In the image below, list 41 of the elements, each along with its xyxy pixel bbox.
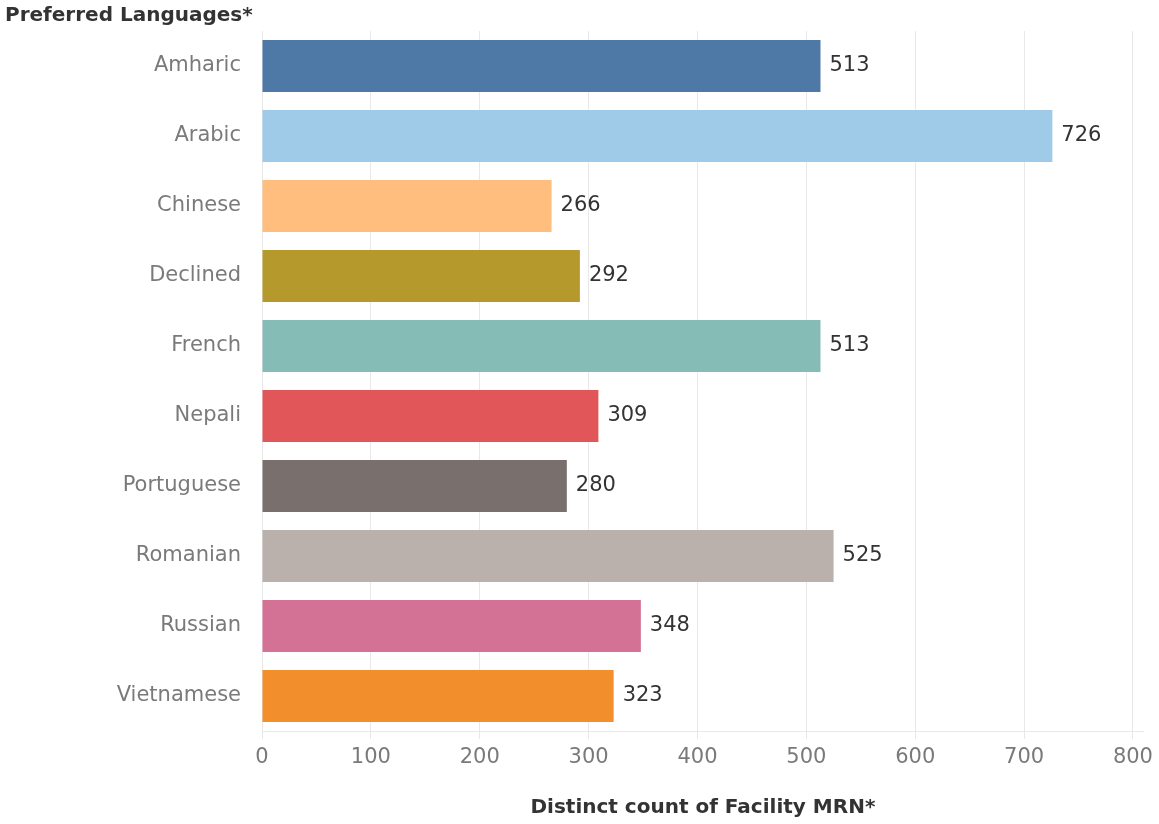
y-tick-label: Romanian (135, 542, 241, 567)
bar (262, 460, 567, 513)
y-tick-label: Russian (160, 612, 241, 637)
y-tick-label: Vietnamese (116, 682, 241, 707)
y-tick-label: Declined (149, 262, 241, 287)
data-label: 266 (560, 192, 601, 217)
x-tick-label: 100 (350, 744, 391, 769)
y-tick-label: Nepali (174, 402, 241, 427)
data-label: 280 (575, 472, 616, 497)
x-tick-label: 0 (255, 744, 269, 769)
data-label: 525 (842, 542, 883, 567)
y-tick-label: French (171, 332, 241, 357)
data-label: 513 (829, 52, 870, 77)
bar (262, 670, 614, 723)
data-label: 726 (1061, 122, 1102, 147)
bar (262, 600, 641, 653)
x-tick-label: 700 (1004, 744, 1045, 769)
x-tick-label: 800 (1112, 744, 1153, 769)
bar (262, 110, 1053, 163)
x-tick-label: 400 (677, 744, 718, 769)
data-label: 323 (622, 682, 663, 707)
data-label: 309 (607, 402, 648, 427)
bar (262, 180, 552, 233)
x-tick-label: 300 (568, 744, 609, 769)
data-label: 348 (649, 612, 690, 637)
x-axis-title: Distinct count of Facility MRN* (530, 794, 876, 819)
bar (262, 39, 821, 93)
y-axis-title: Preferred Languages* (5, 2, 254, 27)
x-tick-label: 600 (895, 744, 936, 769)
x-tick-label: 200 (459, 744, 500, 769)
bar (262, 390, 599, 443)
bar (262, 320, 821, 373)
y-tick-label: Arabic (174, 122, 241, 147)
data-label: 292 (588, 262, 629, 287)
y-tick-label: Portuguese (122, 472, 241, 497)
bar (262, 530, 834, 583)
y-tick-label: Amharic (153, 52, 241, 77)
data-label: 513 (829, 332, 870, 357)
y-tick-label: Chinese (157, 192, 241, 217)
x-tick-label: 500 (786, 744, 827, 769)
bar (262, 250, 580, 303)
